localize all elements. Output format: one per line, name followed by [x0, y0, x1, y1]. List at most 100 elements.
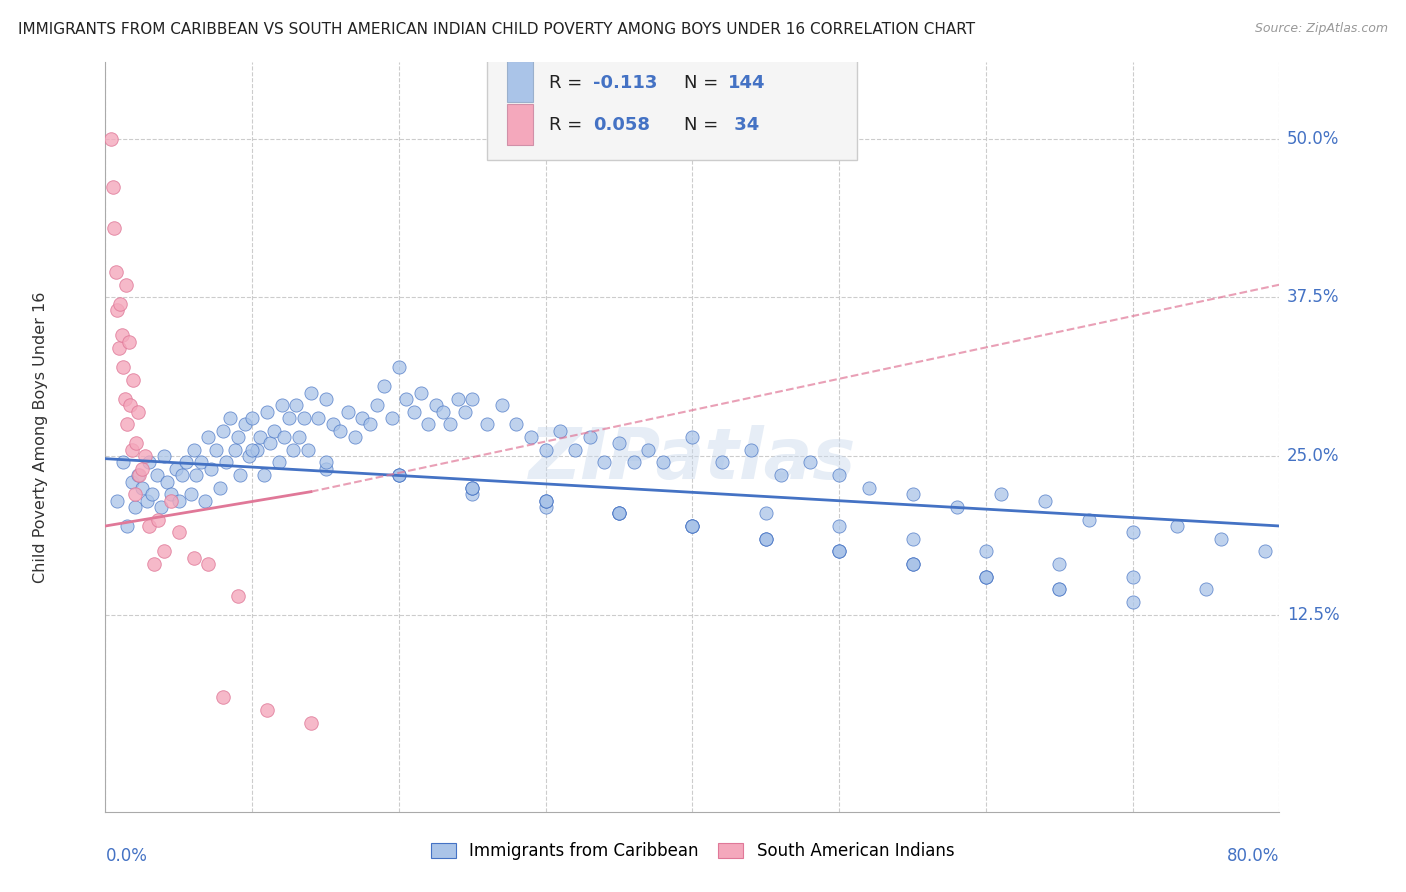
Point: [315, 462, 337, 476]
Point: [388, 468, 411, 483]
Point: [299, 715, 322, 730]
Point: [336, 405, 359, 419]
Text: 50.0%: 50.0%: [1286, 129, 1339, 148]
Point: [395, 392, 418, 406]
Point: [1195, 582, 1218, 597]
Point: [682, 430, 704, 444]
Point: [124, 500, 146, 514]
Point: [461, 481, 484, 495]
Point: [285, 398, 308, 412]
Point: [270, 398, 292, 412]
Point: [100, 131, 122, 145]
Point: [211, 690, 233, 705]
Text: ZIPatlas: ZIPatlas: [529, 425, 856, 494]
Point: [682, 519, 704, 533]
Point: [607, 506, 630, 520]
Point: [520, 430, 543, 444]
Point: [607, 436, 630, 450]
Point: [204, 442, 226, 457]
Point: [197, 557, 219, 571]
Point: [138, 455, 160, 469]
Point: [974, 570, 997, 584]
Point: [114, 392, 136, 406]
Point: [299, 385, 322, 400]
Point: [388, 468, 411, 483]
Point: [117, 417, 139, 432]
Point: [307, 411, 329, 425]
Point: [439, 417, 461, 432]
Point: [682, 519, 704, 533]
Point: [425, 398, 447, 412]
Point: [150, 500, 173, 514]
Point: [974, 544, 997, 558]
Point: [901, 487, 924, 501]
Point: [447, 392, 470, 406]
Legend: Immigrants from Caribbean, South American Indians: Immigrants from Caribbean, South America…: [423, 836, 962, 867]
Point: [134, 449, 156, 463]
Point: [1047, 582, 1070, 597]
Point: [183, 442, 205, 457]
Point: [432, 405, 454, 419]
Point: [755, 532, 778, 546]
Point: [607, 506, 630, 520]
Point: [1122, 525, 1144, 540]
Point: [901, 557, 924, 571]
Text: -0.113: -0.113: [593, 74, 657, 92]
Point: [180, 487, 202, 501]
Point: [167, 525, 190, 540]
Point: [107, 341, 129, 355]
Point: [381, 411, 404, 425]
Text: Child Poverty Among Boys Under 16: Child Poverty Among Boys Under 16: [34, 292, 48, 582]
Point: [1166, 519, 1188, 533]
Point: [256, 703, 278, 717]
FancyBboxPatch shape: [508, 103, 533, 145]
Point: [652, 455, 675, 469]
Point: [292, 411, 315, 425]
Point: [105, 493, 128, 508]
Point: [550, 424, 572, 438]
Point: [259, 436, 281, 450]
Point: [240, 442, 263, 457]
Point: [388, 468, 411, 483]
Text: IMMIGRANTS FROM CARIBBEAN VS SOUTH AMERICAN INDIAN CHILD POVERTY AMONG BOYS UNDE: IMMIGRANTS FROM CARIBBEAN VS SOUTH AMERI…: [18, 22, 976, 37]
Point: [233, 417, 256, 432]
Point: [208, 481, 231, 495]
Point: [288, 430, 311, 444]
Text: 0.0%: 0.0%: [105, 847, 148, 865]
Point: [828, 544, 851, 558]
Point: [534, 493, 557, 508]
Point: [170, 468, 193, 483]
Point: [1254, 544, 1277, 558]
Point: [224, 442, 246, 457]
Point: [141, 487, 163, 501]
Point: [373, 379, 395, 393]
Point: [593, 455, 616, 469]
Point: [197, 430, 219, 444]
Point: [277, 411, 299, 425]
Point: [104, 265, 127, 279]
Point: [127, 405, 149, 419]
Point: [1047, 582, 1070, 597]
Text: 12.5%: 12.5%: [1286, 606, 1340, 624]
Point: [226, 430, 249, 444]
Point: [142, 557, 165, 571]
Point: [1077, 513, 1099, 527]
Point: [974, 570, 997, 584]
Point: [637, 442, 659, 457]
Point: [315, 392, 337, 406]
Point: [828, 544, 851, 558]
Point: [352, 411, 374, 425]
Point: [740, 442, 762, 457]
Point: [146, 468, 169, 483]
Point: [118, 334, 141, 349]
Point: [112, 360, 135, 375]
Point: [578, 430, 600, 444]
Point: [607, 506, 630, 520]
Point: [366, 398, 388, 412]
Point: [267, 455, 290, 469]
Point: [160, 493, 183, 508]
Point: [755, 506, 778, 520]
Point: [534, 493, 557, 508]
Text: 0.058: 0.058: [593, 116, 650, 134]
Point: [402, 405, 425, 419]
